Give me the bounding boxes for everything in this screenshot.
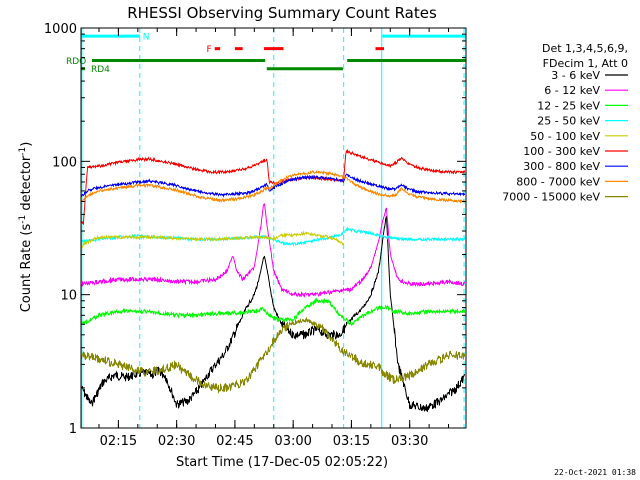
y-axis-label: Count Rate (s-1 detector-1) — [18, 142, 34, 313]
legend-label: 50 - 100 keV — [530, 130, 600, 143]
chart-title: RHESSI Observing Summary Count Rates — [127, 4, 437, 22]
x-axis-label: Start Time (17-Dec-05 02:05:22) — [176, 455, 388, 470]
legend-label: 300 - 800 keV — [523, 160, 600, 173]
legend-label: 12 - 25 keV — [537, 99, 600, 112]
flag-label: N — [143, 33, 150, 43]
y-axis-label-part: ) — [19, 142, 34, 147]
y-axis: 1 10 100 1000 — [44, 22, 466, 437]
legend-label: 6 - 12 keV — [544, 84, 600, 97]
y-tick-label: 100 — [52, 155, 77, 170]
series-line — [81, 226, 465, 247]
flag-label: RDO — [66, 57, 86, 67]
x-tick-label: 02:45 — [216, 434, 253, 449]
flag-label: F — [207, 45, 212, 55]
timestamp: 22-Oct-2021 01:38 — [554, 468, 636, 477]
y-axis-label-sup: -1 — [18, 147, 28, 156]
legend-label: 3 - 6 keV — [551, 69, 600, 82]
observing-flags: N F RDO RD4 — [66, 33, 466, 75]
y-axis-label-part: Count Rate (s — [19, 224, 34, 313]
night-lines — [81, 28, 465, 428]
series-line — [81, 316, 465, 395]
series-line — [81, 148, 465, 226]
series-line — [81, 230, 344, 250]
series-line — [81, 170, 465, 204]
y-axis-label-sup: -1 — [18, 215, 28, 224]
series-line — [81, 203, 465, 298]
legend-label: 25 - 50 keV — [537, 115, 600, 128]
legend: Det 1,3,4,5,6,9, FDecim 1, Att 03 - 6 keV… — [502, 42, 628, 204]
legend-label: 100 - 300 keV — [523, 145, 600, 158]
legend-header: Det 1,3,4,5,6,9, — [542, 42, 628, 55]
y-axis-label-part: detector — [19, 155, 34, 215]
series-group — [81, 148, 465, 413]
y-tick-label: 1000 — [44, 22, 77, 37]
legend-header: FDecim 1, Att 0 — [543, 57, 628, 70]
x-axis: 02:15 02:30 02:45 03:00 03:15 03:30 — [98, 28, 450, 449]
flag-label: RD4 — [91, 65, 110, 75]
legend-label: 7000 - 15000 keV — [502, 191, 600, 204]
x-tick-label: 03:30 — [391, 434, 428, 449]
y-tick-label: 1 — [69, 422, 77, 437]
x-tick-label: 03:15 — [333, 434, 370, 449]
x-tick-label: 02:15 — [100, 434, 137, 449]
x-tick-label: 02:30 — [158, 434, 195, 449]
series-line — [81, 297, 465, 327]
x-tick-label: 03:00 — [274, 434, 311, 449]
legend-label: 800 - 7000 keV — [516, 175, 600, 188]
y-tick-label: 10 — [60, 289, 77, 304]
